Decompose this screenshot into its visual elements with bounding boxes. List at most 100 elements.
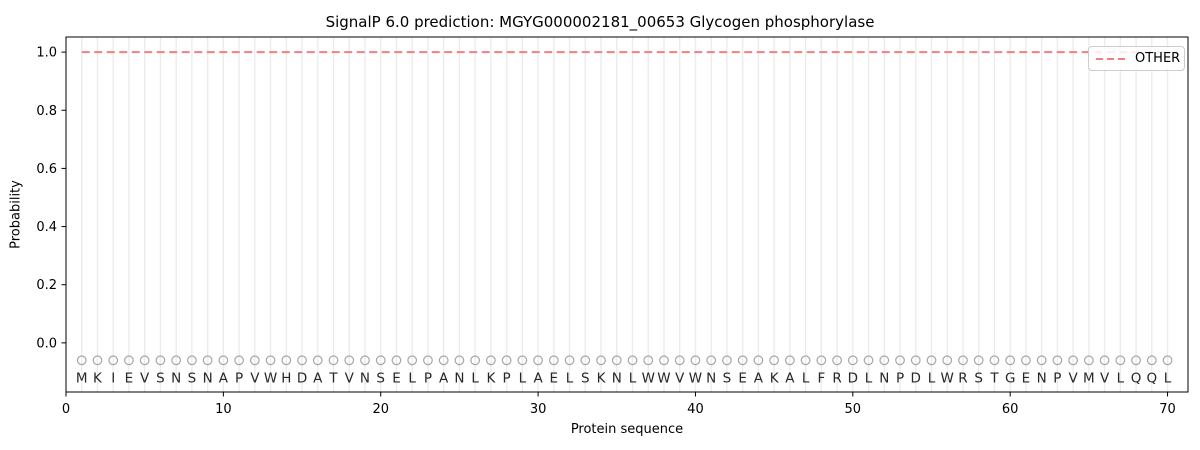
residue-letter: S [376, 371, 385, 387]
residue-letter: M [1083, 371, 1095, 387]
residue-marker [596, 355, 606, 366]
residue-letter: D [297, 371, 307, 387]
residue-marker [124, 355, 134, 366]
residue-marker [234, 355, 244, 366]
residue-letter: S [188, 371, 197, 387]
residue-marker [501, 355, 512, 366]
residue-marker [753, 355, 764, 366]
residue-letter: A [313, 371, 323, 387]
residue-letter: V [140, 371, 150, 387]
legend: OTHER [1088, 46, 1185, 71]
residue-marker [548, 355, 559, 366]
residue-letter: E [1022, 371, 1031, 387]
residue-marker [564, 355, 575, 366]
residue-letter: N [612, 371, 622, 387]
residue-letter: K [770, 371, 780, 387]
residue-marker [580, 355, 591, 366]
residue-letter: L [865, 371, 873, 387]
residue-letter: P [896, 371, 904, 387]
residue-marker [281, 355, 292, 366]
residue-letter: A [754, 371, 764, 387]
residue-letter: P [235, 371, 243, 387]
residue-letter: A [219, 371, 229, 387]
residue-marker [1036, 355, 1047, 366]
residue-letter: D [911, 371, 921, 387]
residue-marker [1115, 355, 1126, 366]
residue-marker [328, 355, 339, 366]
residue-marker [1099, 355, 1110, 366]
residue-letter: W [264, 371, 277, 387]
residue-marker [942, 355, 953, 366]
y-tick-label: 1.0 [36, 46, 57, 61]
residue-marker [171, 355, 182, 366]
residue-marker [186, 355, 197, 366]
residue-letter: K [93, 371, 103, 387]
residue-letter: L [629, 371, 637, 387]
x-axis-label: Protein sequence [570, 422, 684, 437]
residue-marker [249, 355, 260, 366]
residue-marker [485, 355, 496, 366]
residue-letter: N [203, 371, 213, 387]
residue-marker [375, 355, 386, 366]
residue-letter: E [125, 371, 134, 387]
residue-marker [784, 355, 795, 366]
residue-letter: L [519, 371, 527, 387]
residue-marker [706, 355, 717, 366]
residue-letter: A [533, 371, 543, 387]
residue-marker [611, 355, 622, 366]
residue-marker [533, 355, 543, 366]
residue-marker [265, 355, 276, 366]
residue-marker [674, 355, 685, 366]
residue-marker [643, 355, 654, 366]
residue-letter: D [848, 371, 858, 387]
residue-letter: V [1100, 371, 1110, 387]
residue-letter: Q [1146, 371, 1157, 387]
x-tick-label: 40 [687, 402, 704, 417]
x-tick-label: 20 [372, 402, 389, 417]
residue-marker [973, 355, 984, 366]
residue-letter: M [76, 371, 88, 387]
residue-marker [1083, 355, 1094, 366]
residue-marker [1068, 355, 1079, 366]
residue-letter: P [424, 371, 432, 387]
residue-marker [832, 355, 842, 366]
residue-letter: S [156, 371, 165, 387]
residue-marker [847, 355, 858, 366]
x-tick-label: 60 [1002, 402, 1019, 417]
y-tick-label: 0.8 [36, 104, 57, 119]
residue-letter: N [171, 371, 181, 387]
residue-letter: N [360, 371, 370, 387]
legend-dashed-line-icon [1096, 57, 1128, 60]
residue-marker [202, 355, 213, 366]
residue-letter: N [454, 371, 464, 387]
residue-letter: A [785, 371, 795, 387]
residue-letter: S [974, 371, 983, 387]
residue-marker [297, 355, 307, 366]
residue-letter: N [879, 371, 889, 387]
residue-marker [218, 355, 229, 366]
residue-letter: K [597, 371, 607, 387]
y-axis-label: Probability [8, 180, 24, 249]
residue-letter: V [345, 371, 355, 387]
residue-marker [722, 355, 732, 366]
x-tick-label: 50 [845, 402, 862, 417]
residue-letter: H [281, 371, 291, 387]
residue-marker [659, 355, 669, 366]
residue-letter: W [689, 371, 702, 387]
residue-marker [737, 355, 748, 366]
residue-marker [863, 355, 874, 366]
chart-title: SignalP 6.0 prediction: MGYG000002181_00… [325, 13, 875, 31]
residue-marker [155, 355, 166, 366]
residue-letter: L [802, 371, 810, 387]
residue-marker [108, 355, 119, 366]
residue-letter: L [566, 371, 574, 387]
y-tick-label: 0.0 [36, 336, 57, 351]
residue-letter: R [958, 371, 967, 387]
x-tick-label: 70 [1159, 402, 1176, 417]
residue-marker [407, 355, 418, 366]
residue-marker [344, 355, 355, 366]
residue-marker [139, 355, 150, 366]
residue-marker [627, 355, 638, 366]
